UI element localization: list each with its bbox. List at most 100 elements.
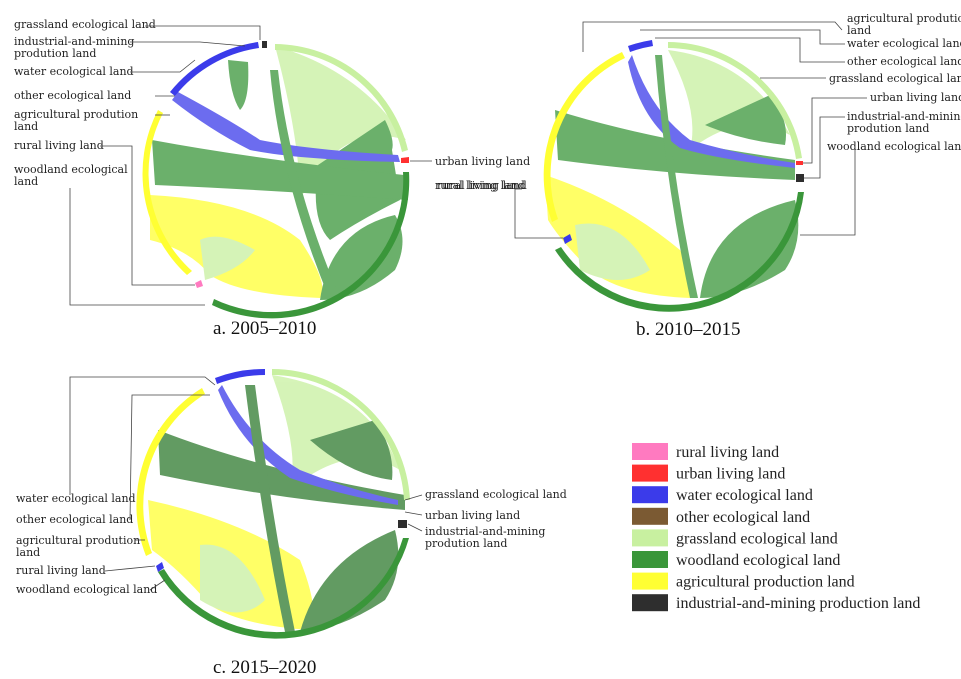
- leader-c-8: [407, 523, 423, 532]
- label-a-rural: rural living land: [14, 139, 104, 152]
- caption-c: c. 2015–2020: [213, 657, 316, 678]
- arc-grassland-b: [668, 42, 802, 159]
- ribbons-c: [148, 375, 405, 632]
- ribbons-a: [150, 46, 408, 300]
- label-b-industrial-2: prodution land: [847, 122, 929, 135]
- label-b-water: water ecological land: [847, 37, 961, 50]
- arc-rural-a: [195, 280, 203, 288]
- ribbon-grassland-self-a: [275, 46, 406, 200]
- chord-diagram-c: water ecological land other ecological l…: [16, 368, 567, 678]
- arc-water-c: [215, 368, 265, 384]
- leader-b-6: [804, 116, 845, 179]
- label-c-agricultural: agricultural prodution: [16, 534, 140, 547]
- ribbon-woodland-self-b: [705, 95, 786, 145]
- arc-industrial-b: [796, 174, 804, 182]
- leader-c-4: [104, 565, 156, 572]
- legend: rural living land urban living land water …: [632, 443, 920, 612]
- legend-swatch: [632, 443, 668, 460]
- label-c-other: other ecological land: [16, 513, 133, 526]
- label-a-agricultural: agricultural prodution: [14, 108, 138, 121]
- arc-water-b: [628, 40, 653, 52]
- leader-b-7: [800, 147, 856, 236]
- arcs-b: [543, 40, 804, 312]
- labels-b: agricultural prodution land water ecolog…: [437, 12, 961, 239]
- label-b-grassland: grassland ecological land: [829, 72, 961, 85]
- legend-swatch: [632, 464, 668, 482]
- legend-label: agricultural production land: [676, 574, 855, 591]
- ribbon-grass-agri-a: [200, 236, 255, 280]
- ribbon-woodland-agri-a: [152, 140, 408, 200]
- label-a-water: water ecological land: [14, 65, 134, 78]
- label-a-rural-right: rural living land: [435, 179, 525, 192]
- leader-a-2: [130, 41, 246, 47]
- leader-b-3: [655, 37, 845, 63]
- arc-water-a: [170, 42, 259, 96]
- label-a-other: other ecological land: [14, 89, 131, 102]
- arc-industrial-c: [398, 520, 407, 528]
- label-a-industrial: industrial-and-mining: [14, 35, 134, 48]
- arcs-a: [142, 41, 410, 319]
- legend-swatch: [632, 551, 668, 568]
- arc-industrial-a: [262, 41, 267, 48]
- leader-a-3: [130, 59, 196, 73]
- label-a-urban: urban living land: [435, 155, 530, 168]
- label-b-agricultural-2: land: [847, 24, 871, 37]
- leader-c-2: [129, 394, 210, 521]
- legend-label: water ecological land: [676, 487, 813, 504]
- label-b-other: other ecological land: [847, 55, 961, 68]
- labels-c: water ecological land other ecological l…: [16, 376, 567, 596]
- label-c-water: water ecological land: [16, 492, 136, 505]
- legend-label: industrial-and-mining production land: [676, 595, 920, 612]
- chord-diagram-a: grassland ecological land industrial-and…: [14, 18, 530, 339]
- label-b-urban: urban living land: [870, 91, 961, 104]
- arc-urban-a: [401, 157, 409, 163]
- arc-urban-b: [796, 161, 803, 165]
- ribbon-cross-a: [270, 70, 340, 300]
- label-c-industrial-2: prodution land: [425, 537, 507, 550]
- label-c-woodland: woodland ecological land: [16, 583, 157, 596]
- legend-label: other ecological land: [676, 509, 810, 526]
- ribbons-b: [545, 50, 799, 298]
- legend-label: urban living land: [676, 466, 785, 483]
- ribbon-woodland-self-c: [310, 420, 393, 480]
- label-a-grassland: grassland ecological land: [14, 18, 156, 31]
- legend-swatch: [632, 486, 668, 504]
- ribbon-woodland-right-b: [700, 200, 799, 298]
- leader-a-1: [145, 25, 261, 40]
- ribbon-woodland-top-a: [228, 60, 249, 110]
- arc-rural-b: [563, 234, 572, 244]
- caption-a: a. 2005–2010: [213, 318, 316, 339]
- legend-swatch: [632, 507, 668, 525]
- arc-woodland-a: [212, 172, 410, 319]
- ribbon-grass-lower-b: [575, 223, 650, 280]
- legend-swatch: [632, 594, 668, 612]
- label-c-grassland: grassland ecological land: [425, 488, 567, 501]
- leader-b-1: [582, 21, 843, 52]
- ribbon-cross-b: [655, 55, 698, 298]
- ribbon-woodland-right-c: [300, 530, 399, 632]
- ribbon-woodland-big-a: [320, 215, 403, 300]
- label-a-industrial-2: prodution land: [14, 47, 96, 60]
- leader-c-7: [404, 511, 423, 516]
- label-c-urban: urban living land: [425, 509, 520, 522]
- label-c-agricultural-2: land: [16, 546, 40, 559]
- arc-agricultural-c: [136, 388, 205, 556]
- label-c-rural: rural living land: [16, 564, 106, 577]
- ribbon-cross-c: [245, 385, 295, 632]
- label-a-agricultural-2: land: [14, 120, 38, 133]
- arc-grassland-a: [275, 44, 408, 152]
- labels-a: grassland ecological land industrial-and…: [14, 18, 530, 306]
- legend-swatch: [632, 529, 668, 547]
- leader-b-5: [803, 97, 867, 164]
- legend-label: grassland ecological land: [676, 530, 838, 547]
- leader-a-6: [100, 145, 195, 286]
- arc-woodland-c: [158, 538, 409, 639]
- legend-label: woodland ecological land: [676, 552, 840, 569]
- arc-agricultural-b: [543, 52, 625, 222]
- leader-c-5: [149, 579, 166, 591]
- label-a-woodland-2: land: [14, 175, 38, 188]
- leader-c-1: [69, 376, 216, 495]
- leader-a-7: [69, 188, 205, 306]
- chord-diagram-b: agricultural prodution land water ecolog…: [437, 12, 961, 340]
